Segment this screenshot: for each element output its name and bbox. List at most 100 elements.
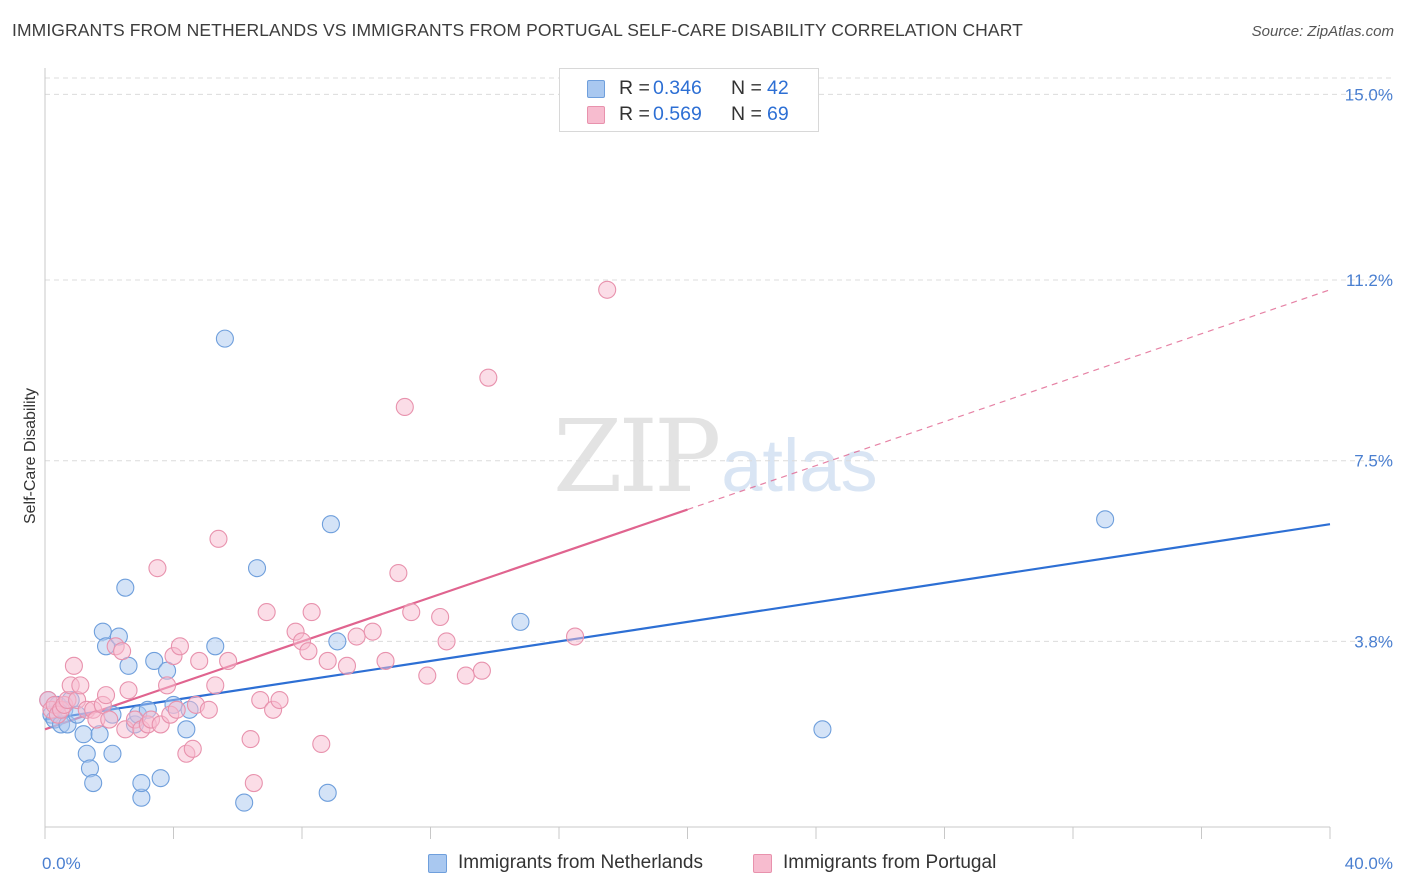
netherlands-point bbox=[215, 329, 234, 348]
portugal-point bbox=[376, 651, 395, 670]
portugal-point bbox=[598, 280, 617, 299]
netherlands-point bbox=[103, 744, 122, 763]
trendline-portugal-extension bbox=[687, 289, 1331, 511]
portugal-legend-label: Immigrants from Portugal bbox=[783, 852, 997, 873]
portugal-point bbox=[113, 642, 132, 661]
n-label: N = bbox=[731, 103, 762, 125]
legend-row-netherlands: R = 0.346 N = 42 bbox=[560, 75, 818, 101]
watermark-zip: ZIP bbox=[553, 398, 721, 515]
y-tick-label: 7.5% bbox=[1354, 452, 1393, 471]
r-value: 0.346 bbox=[653, 77, 702, 99]
netherlands-point bbox=[235, 793, 254, 812]
watermark: ZIPatlas bbox=[553, 398, 878, 515]
netherlands-point bbox=[132, 773, 151, 793]
portugal-point bbox=[456, 666, 475, 685]
gridlines bbox=[45, 77, 1395, 642]
stats-legend: R = 0.346 N = 42 R = 0.569 N = 69 bbox=[559, 68, 819, 132]
portugal-point bbox=[347, 627, 366, 646]
netherlands-point bbox=[74, 725, 93, 744]
netherlands-point bbox=[77, 744, 96, 763]
portugal-point bbox=[437, 632, 456, 651]
portugal-point bbox=[566, 627, 585, 646]
netherlands-point bbox=[318, 783, 337, 802]
portugal-point bbox=[472, 661, 491, 680]
portugal-point bbox=[241, 730, 260, 749]
portugal-point bbox=[148, 559, 167, 578]
portugal-point bbox=[71, 676, 90, 695]
portugal-point bbox=[219, 651, 238, 670]
portugal-point bbox=[199, 700, 218, 719]
portugal-point bbox=[389, 563, 408, 583]
portugal-point bbox=[257, 603, 276, 622]
netherlands-point bbox=[813, 720, 832, 739]
x-tick-label: 40.0% bbox=[1345, 854, 1393, 873]
portugal-point bbox=[64, 656, 83, 675]
netherlands-point bbox=[321, 515, 340, 534]
portugal-point bbox=[337, 656, 357, 675]
portugal-point bbox=[302, 603, 321, 622]
portugal-point bbox=[100, 710, 119, 729]
portugal-point bbox=[431, 607, 450, 627]
portugal-point bbox=[402, 603, 421, 622]
trendline-portugal bbox=[44, 508, 688, 731]
r-label: R = bbox=[619, 103, 650, 125]
portugal-point bbox=[270, 690, 289, 710]
source-label: Source: bbox=[1251, 23, 1304, 40]
netherlands-point bbox=[151, 769, 170, 788]
portugal-point bbox=[190, 651, 209, 670]
portugal-point bbox=[158, 676, 177, 695]
portugal-point bbox=[418, 666, 437, 685]
n-label: N = bbox=[731, 77, 762, 99]
portugal-legend-swatch bbox=[753, 854, 772, 873]
netherlands-legend-label: Immigrants from Netherlands bbox=[458, 852, 703, 873]
trendlines bbox=[44, 289, 1331, 731]
netherlands-point bbox=[206, 637, 225, 656]
portugal-point bbox=[479, 368, 498, 387]
netherlands-point bbox=[511, 612, 530, 631]
r-value: 0.569 bbox=[653, 103, 702, 125]
portugal-point bbox=[395, 397, 414, 417]
chart-title: IMMIGRANTS FROM NETHERLANDS VS IMMIGRANT… bbox=[12, 20, 1023, 40]
netherlands-point bbox=[93, 622, 112, 641]
y-tick-label: 3.8% bbox=[1354, 632, 1393, 651]
netherlands-point bbox=[90, 725, 109, 744]
portugal-point bbox=[183, 739, 202, 758]
portugal-point bbox=[209, 529, 228, 548]
netherlands-legend-swatch bbox=[428, 854, 447, 873]
portugal-point bbox=[206, 676, 225, 695]
netherlands-point bbox=[145, 651, 164, 670]
x-tick-label: 0.0% bbox=[42, 854, 81, 873]
netherlands-point bbox=[116, 578, 135, 597]
y-axis-label: Self-Care Disability bbox=[22, 388, 39, 524]
netherlands-point bbox=[177, 720, 196, 739]
r-label: R = bbox=[619, 77, 650, 99]
n-value: 69 bbox=[767, 103, 789, 125]
portugal-point bbox=[251, 690, 270, 710]
portugal-point bbox=[119, 681, 138, 700]
netherlands-point bbox=[328, 632, 347, 651]
portugal-point bbox=[170, 637, 189, 656]
data-points bbox=[39, 280, 1115, 812]
portugal-point bbox=[363, 622, 382, 641]
portugal-swatch bbox=[587, 106, 605, 124]
netherlands-point bbox=[80, 759, 100, 778]
legend-row-portugal: R = 0.569 N = 69 bbox=[560, 101, 818, 127]
watermark-atlas: atlas bbox=[721, 424, 878, 507]
y-tick-label: 11.2% bbox=[1346, 271, 1393, 290]
portugal-point bbox=[312, 734, 331, 754]
axes bbox=[44, 68, 1331, 839]
portugal-point bbox=[318, 651, 337, 670]
source-link[interactable]: ZipAtlas.com bbox=[1307, 23, 1394, 40]
netherlands-point bbox=[84, 773, 103, 793]
portugal-point bbox=[299, 642, 318, 661]
netherlands-point bbox=[247, 559, 267, 578]
portugal-point bbox=[244, 773, 263, 793]
netherlands-point bbox=[1096, 510, 1115, 529]
source-attribution: Source: ZipAtlas.com bbox=[1252, 23, 1394, 40]
portugal-point bbox=[167, 700, 186, 719]
trendline-netherlands bbox=[44, 523, 1331, 721]
portugal-point bbox=[96, 686, 116, 705]
y-tick-label: 15.0% bbox=[1345, 85, 1393, 104]
tick-labels: 3.8% 7.5% 11.2% 15.0% 0.0% 40.0% bbox=[42, 85, 1393, 873]
